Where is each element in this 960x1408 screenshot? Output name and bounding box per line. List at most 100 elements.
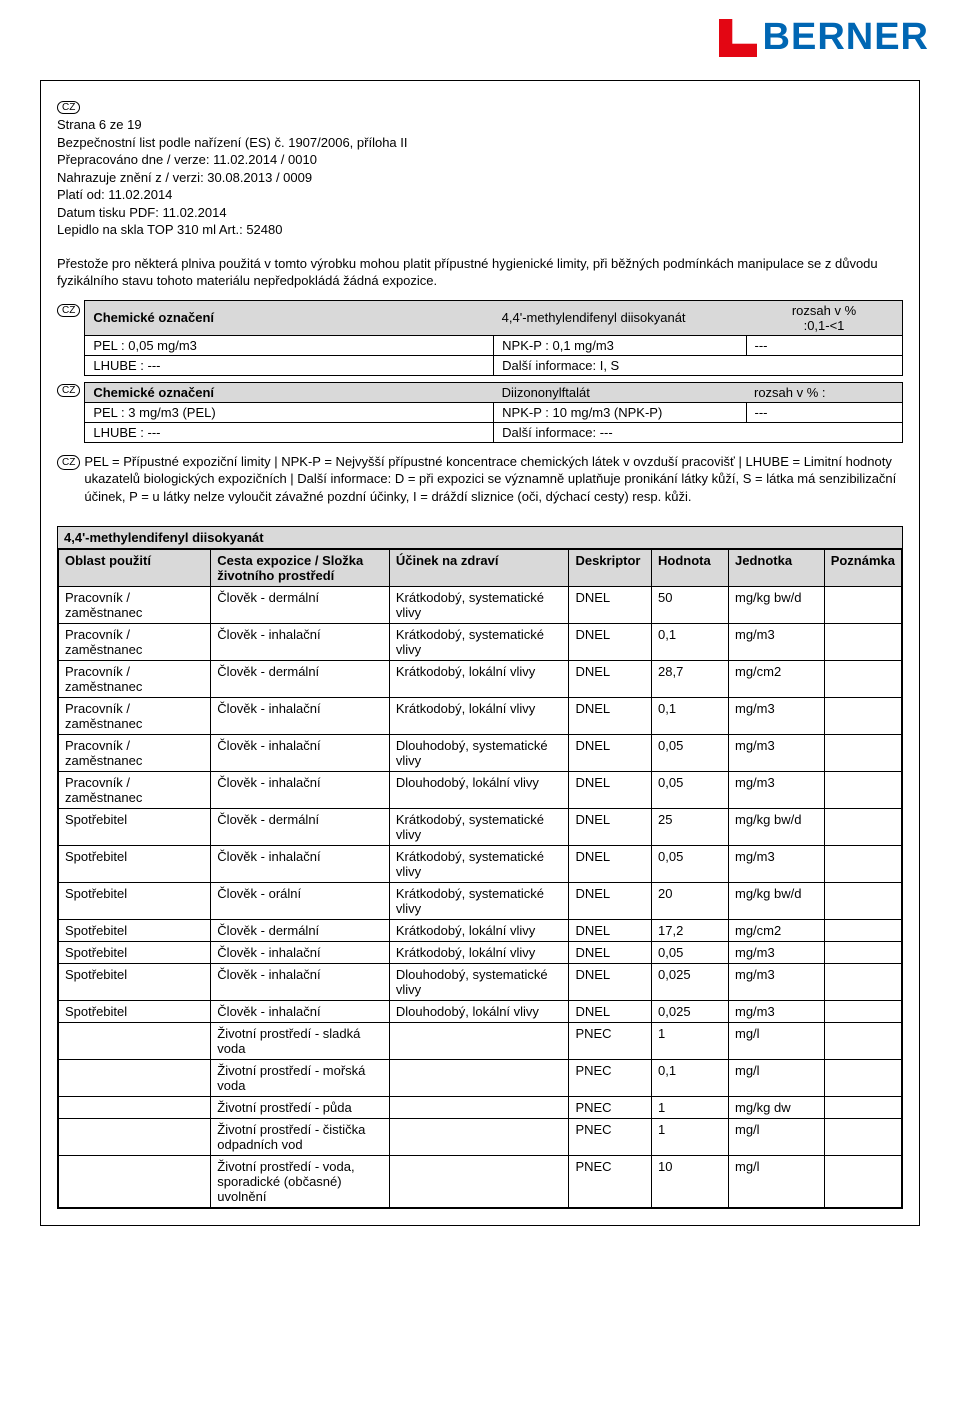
dnel-cell-val: 1	[652, 1022, 729, 1059]
dnel-cell-note	[824, 734, 901, 771]
dnel-cell-effect: Dlouhodobý, systematické vlivy	[389, 963, 569, 1000]
country-badge: CZ	[57, 455, 80, 471]
dnel-cell-route: Životní prostředí - sladká voda	[211, 1022, 390, 1059]
dnel-cell-note	[824, 1000, 901, 1022]
dnel-cell-unit: mg/m3	[728, 623, 824, 660]
dnel-cell-note	[824, 963, 901, 1000]
dnel-cell-val: 50	[652, 586, 729, 623]
dnel-cell-desc: PNEC	[569, 1118, 652, 1155]
chem-name: 4,4'-methylendifenyl diisokyanát	[494, 300, 746, 335]
dnel-cell-unit: mg/l	[728, 1059, 824, 1096]
dnel-cell-effect: Krátkodobý, systematické vlivy	[389, 586, 569, 623]
dnel-section: 4,4'-methylendifenyl diisokyanát Oblast …	[57, 526, 903, 1209]
dnel-cell-desc: DNEL	[569, 963, 652, 1000]
dnel-cell-unit: mg/m3	[728, 697, 824, 734]
chemical-table-2: Chemické označení Diizononylftalát rozsa…	[84, 382, 903, 443]
chem-npk: NPK-P : 10 mg/m3 (NPK-P)	[494, 402, 746, 422]
dnel-cell-unit: mg/cm2	[728, 919, 824, 941]
dnel-cell-desc: PNEC	[569, 1022, 652, 1059]
dnel-cell-route: Životní prostředí - půda	[211, 1096, 390, 1118]
dnel-cell-effect: Krátkodobý, lokální vlivy	[389, 660, 569, 697]
legend-text: PEL = Přípustné expoziční limity | NPK-P…	[84, 453, 903, 506]
dnel-cell-desc: DNEL	[569, 941, 652, 963]
table-row: Životní prostředí - sladká voda PNEC1mg/l	[59, 1022, 902, 1059]
header-line-3: Přepracováno dne / verze: 11.02.2014 / 0…	[57, 151, 903, 169]
dnel-cell-val: 1	[652, 1096, 729, 1118]
dnel-title: 4,4'-methylendifenyl diisokyanát	[58, 527, 902, 549]
chem-label: Chemické označení	[85, 300, 494, 335]
legend-block: CZ PEL = Přípustné expoziční limity | NP…	[57, 453, 903, 506]
dnel-cell-effect: Krátkodobý, systematické vlivy	[389, 808, 569, 845]
dnel-cell-route: Člověk - inhalační	[211, 845, 390, 882]
dnel-cell-route: Člověk - inhalační	[211, 771, 390, 808]
table-row: SpotřebitelČlověk - dermálníKrátkodobý, …	[59, 919, 902, 941]
table-row: SpotřebitelČlověk - inhalačníKrátkodobý,…	[59, 941, 902, 963]
dnel-cell-note	[824, 808, 901, 845]
dnel-cell-route: Člověk - dermální	[211, 808, 390, 845]
dnel-cell-effect: Krátkodobý, systematické vlivy	[389, 845, 569, 882]
dnel-cell-val: 10	[652, 1155, 729, 1207]
dnel-table: Oblast použití Cesta expozice / Složka ž…	[58, 549, 902, 1208]
dnel-cell-unit: mg/m3	[728, 1000, 824, 1022]
brand-logo: BERNER	[719, 16, 929, 59]
dnel-cell-area: Spotřebitel	[59, 1000, 211, 1022]
dnel-cell-unit: mg/kg bw/d	[728, 586, 824, 623]
chem-pel: PEL : 0,05 mg/m3	[85, 335, 494, 355]
dnel-cell-desc: DNEL	[569, 697, 652, 734]
dnel-cell-unit: mg/m3	[728, 771, 824, 808]
table-row: Životní prostředí - mořská vodaPNEC0,1mg…	[59, 1059, 902, 1096]
dnel-cell-desc: DNEL	[569, 660, 652, 697]
dnel-cell-unit: mg/l	[728, 1155, 824, 1207]
dnel-cell-desc: DNEL	[569, 771, 652, 808]
dnel-header-val: Hodnota	[652, 549, 729, 586]
table-row: Pracovník / zaměstnanecČlověk - dermální…	[59, 660, 902, 697]
dnel-cell-unit: mg/l	[728, 1022, 824, 1059]
dnel-cell-note	[824, 623, 901, 660]
table-row: SpotřebitelČlověk - inhalačníKrátkodobý,…	[59, 845, 902, 882]
dnel-cell-route: Člověk - inhalační	[211, 1000, 390, 1022]
dnel-cell-desc: PNEC	[569, 1059, 652, 1096]
chem-range-label: rozsah v %	[754, 303, 894, 318]
dnel-cell-area: Spotřebitel	[59, 919, 211, 941]
header-line-1: Strana 6 ze 19	[57, 116, 903, 134]
dnel-header-note: Poznámka	[824, 549, 901, 586]
dnel-cell-unit: mg/kg bw/d	[728, 808, 824, 845]
chem-label: Chemické označení	[85, 382, 494, 402]
dnel-cell-desc: DNEL	[569, 734, 652, 771]
dnel-cell-unit: mg/m3	[728, 941, 824, 963]
chemical-table-1: Chemické označení 4,4'-methylendifenyl d…	[84, 300, 903, 376]
country-badge: CZ	[57, 384, 80, 397]
dnel-cell-note	[824, 919, 901, 941]
dnel-cell-val: 0,05	[652, 845, 729, 882]
table-row: SpotřebitelČlověk - inhalačníDlouhodobý,…	[59, 1000, 902, 1022]
chem-npk: NPK-P : 0,1 mg/m3	[494, 335, 746, 355]
dnel-cell-area: Pracovník / zaměstnanec	[59, 660, 211, 697]
chem-lhube: LHUBE : ---	[85, 355, 494, 375]
dnel-cell-note	[824, 660, 901, 697]
table-row: Pracovník / zaměstnanecČlověk - inhalačn…	[59, 771, 902, 808]
header-line-4: Nahrazuje znění z / verzi: 30.08.2013 / …	[57, 169, 903, 187]
dnel-cell-area: Pracovník / zaměstnanec	[59, 623, 211, 660]
chem-lhube: LHUBE : ---	[85, 422, 494, 442]
country-badge: CZ	[57, 101, 80, 114]
dnel-cell-area: Spotřebitel	[59, 941, 211, 963]
dnel-cell-area: Spotřebitel	[59, 963, 211, 1000]
dnel-cell-unit: mg/m3	[728, 845, 824, 882]
dnel-cell-effect: Krátkodobý, lokální vlivy	[389, 919, 569, 941]
dnel-cell-val: 0,05	[652, 771, 729, 808]
header-line-2: Bezpečnostní list podle nařízení (ES) č.…	[57, 134, 903, 152]
dnel-cell-unit: mg/m3	[728, 734, 824, 771]
chem-info: Další informace: I, S	[494, 355, 903, 375]
dnel-cell-note	[824, 1155, 901, 1207]
table-row: Životní prostředí - čistička odpadních v…	[59, 1118, 902, 1155]
brand-logo-text: BERNER	[763, 16, 929, 59]
dnel-cell-desc: DNEL	[569, 845, 652, 882]
dnel-cell-val: 0,1	[652, 697, 729, 734]
table-row: Pracovník / zaměstnanecČlověk - inhalačn…	[59, 697, 902, 734]
dnel-cell-route: Člověk - dermální	[211, 919, 390, 941]
dnel-cell-unit: mg/kg bw/d	[728, 882, 824, 919]
chem-dash: ---	[746, 402, 903, 422]
dnel-cell-route: Člověk - inhalační	[211, 697, 390, 734]
intro-paragraph: Přestože pro některá plniva použitá v to…	[57, 255, 903, 290]
dnel-cell-route: Životní prostředí - čistička odpadních v…	[211, 1118, 390, 1155]
